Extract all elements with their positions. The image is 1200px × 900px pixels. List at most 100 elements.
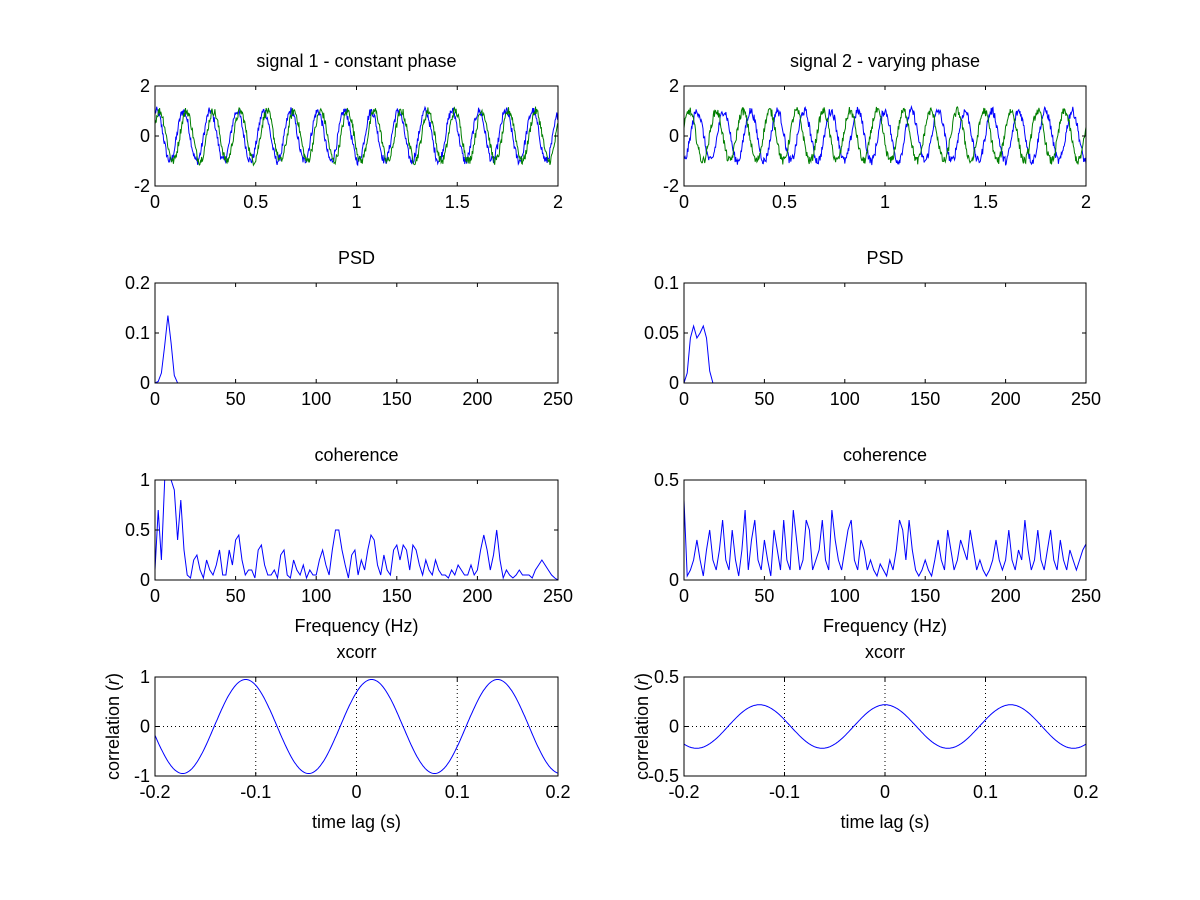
xcorr-2-xtick-label: -0.2 <box>668 782 699 802</box>
psd-2-xtick-label: 150 <box>910 389 940 409</box>
xcorr-2-xtick-label: 0.2 <box>1073 782 1098 802</box>
coherence-1-ytick-label: 0.5 <box>125 520 150 540</box>
signal-1-title: signal 1 - constant phase <box>256 51 456 71</box>
signal-2-xtick-label: 2 <box>1081 192 1091 212</box>
psd-1-series-blue-line <box>154 315 558 384</box>
xcorr-1-xtick-label: 0.2 <box>545 782 570 802</box>
coherence-1-xtick-label: 150 <box>382 586 412 606</box>
psd-2-xtick-label: 200 <box>991 389 1021 409</box>
coherence-2-series-blue-line <box>683 499 1087 578</box>
signal-1-xtick-label: 1 <box>351 192 361 212</box>
coherence-1-xtick-label: 0 <box>150 586 160 606</box>
coherence-2-xtick-label: 50 <box>754 586 774 606</box>
coherence-1-xtick-label: 200 <box>462 586 492 606</box>
coherence-1-ytick-label: 0 <box>140 570 150 590</box>
xcorr-2-xlabel: time lag (s) <box>840 812 929 832</box>
xcorr-2-ytick-label: 0 <box>669 717 679 737</box>
coherence-1-ytick-label: 1 <box>140 470 150 490</box>
xcorr-1-xlabel: time lag (s) <box>312 812 401 832</box>
psd-2-series-blue-line <box>683 324 1086 384</box>
coherence-2-xtick-label: 0 <box>679 586 689 606</box>
psd-2-title: PSD <box>866 248 903 268</box>
xcorr-1-xtick-label: 0.1 <box>445 782 470 802</box>
signal-2-xtick-label: 0.5 <box>772 192 797 212</box>
xcorr-2-xtick-label: 0.1 <box>973 782 998 802</box>
signal-1-series-blue-line <box>154 105 559 167</box>
xcorr-2-ylabel: correlation (r) <box>632 673 652 780</box>
signal-2-xtick-label: 1 <box>880 192 890 212</box>
xcorr-2-xtick-label: 0 <box>880 782 890 802</box>
signal-2-ytick-label: -2 <box>663 176 679 196</box>
signal-2-ytick-label: 2 <box>669 76 679 96</box>
xcorr-1-xtick-label: -0.1 <box>240 782 271 802</box>
coherence-2-xtick-label: 150 <box>910 586 940 606</box>
xcorr-1-ylabel: correlation (r) <box>103 673 123 780</box>
psd-1-panel: 0 50 100 150 200 250 0 0.1 0.2 PSD <box>125 248 573 409</box>
xcorr-2-series-blue-line <box>683 704 1087 749</box>
signal-1-xtick-label: 0.5 <box>243 192 268 212</box>
coherence-2-ytick-label: 0.5 <box>654 470 679 490</box>
coherence-2-xtick-label: 100 <box>830 586 860 606</box>
xcorr-2-xtick-label: -0.1 <box>769 782 800 802</box>
signal-2-xtick-label: 1.5 <box>973 192 998 212</box>
signal-1-series-green-line <box>154 106 559 167</box>
signal-1-ytick-label: 0 <box>140 126 150 146</box>
coherence-1-xtick-label: 50 <box>226 586 246 606</box>
coherence-2-xtick-label: 250 <box>1071 586 1101 606</box>
signal-1-ytick-label: 2 <box>140 76 150 96</box>
xcorr-2-ytick-label: 0.5 <box>654 667 679 687</box>
psd-1-xtick-label: 0 <box>150 389 160 409</box>
xcorr-1-ytick-label: 0 <box>140 717 150 737</box>
psd-1-xtick-label: 50 <box>226 389 246 409</box>
xcorr-2-panel: -0.2 -0.1 0 0.1 0.2 -0.5 0 0.5 xcorr time lag (s)… <box>632 642 1099 832</box>
signal-1-plot-area <box>155 86 558 186</box>
psd-2-ytick-label: 0.1 <box>654 273 679 293</box>
psd-1-xtick-label: 250 <box>543 389 573 409</box>
coherence-2-title: coherence <box>843 445 927 465</box>
coherence-2-axes-box <box>683 479 1087 581</box>
coherence-1-xtick-label: 100 <box>301 586 331 606</box>
xcorr-1-title: xcorr <box>337 642 377 662</box>
signal-1-xtick-label: 0 <box>150 192 160 212</box>
signal-2-series-green-line <box>683 106 1087 165</box>
coherence-2-ytick-label: 0 <box>669 570 679 590</box>
signal-1-ytick-label: -2 <box>134 176 150 196</box>
psd-2-xtick-label: 100 <box>830 389 860 409</box>
psd-2-ytick-label: 0 <box>669 373 679 393</box>
signal-1-xtick-label: 2 <box>553 192 563 212</box>
coherence-2-panel: 0 50 100 150 200 250 0 0.5 coherence Frequency (H… <box>654 445 1101 636</box>
psd-1-ytick-label: 0 <box>140 373 150 393</box>
psd-1-xtick-label: 200 <box>462 389 492 409</box>
xcorr-2-ytick-label: -0.5 <box>648 766 679 786</box>
psd-2-ytick-label: 0.05 <box>644 323 679 343</box>
psd-2-xtick-label: 50 <box>754 389 774 409</box>
coherence-1-title: coherence <box>314 445 398 465</box>
psd-1-ytick-label: 0.2 <box>125 273 150 293</box>
signal-2-xtick-label: 0 <box>679 192 689 212</box>
coherence-2-plot-area <box>684 480 1086 580</box>
coherence-1-xtick-label: 250 <box>543 586 573 606</box>
xcorr-1-xtick-label: -0.2 <box>139 782 170 802</box>
psd-1-xtick-label: 100 <box>301 389 331 409</box>
xcorr-1-series-blue-line <box>154 679 559 774</box>
signal-2-plot-area <box>684 86 1086 186</box>
coherence-2-xlabel: Frequency (Hz) <box>823 616 947 636</box>
psd-2-plot-area <box>684 283 1086 383</box>
xcorr-1-xtick-label: 0 <box>351 782 361 802</box>
psd-2-xtick-label: 250 <box>1071 389 1101 409</box>
coherence-2-xtick-label: 200 <box>991 586 1021 606</box>
xcorr-2-title: xcorr <box>865 642 905 662</box>
signal-2-series-blue-line <box>683 104 1087 166</box>
psd-1-xtick-label: 150 <box>382 389 412 409</box>
psd-2-panel: 0 50 100 150 200 250 0 0.05 0.1 PSD <box>644 248 1101 409</box>
signal-2-title: signal 2 - varying phase <box>790 51 980 71</box>
coherence-1-series-blue-line <box>154 479 559 581</box>
coherence-1-xlabel: Frequency (Hz) <box>294 616 418 636</box>
psd-1-plot-area <box>155 283 558 383</box>
psd-2-xtick-label: 0 <box>679 389 689 409</box>
psd-1-ytick-label: 0.1 <box>125 323 150 343</box>
psd-1-title: PSD <box>338 248 375 268</box>
